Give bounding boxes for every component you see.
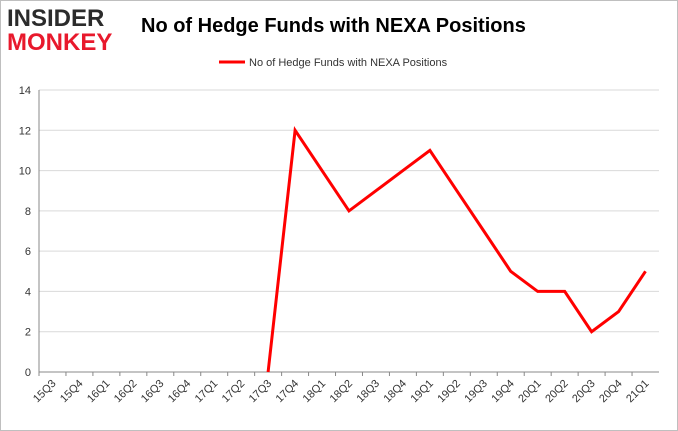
- series-group: [266, 126, 647, 373]
- x-tick-label: 18Q2: [328, 378, 356, 406]
- y-axis: 0 2 4 6 8 10 12 14: [19, 85, 40, 379]
- x-tick-label: 19Q2: [435, 378, 463, 406]
- x-tick-label: 16Q3: [139, 378, 167, 406]
- legend-label: No of Hedge Funds with NEXA Positions: [249, 57, 448, 69]
- y-tick-label: 0: [25, 367, 31, 379]
- x-tick-label: 20Q1: [516, 378, 544, 406]
- x-tick-label: 17Q3: [247, 378, 275, 406]
- x-tick-label: 17Q2: [220, 378, 248, 406]
- x-tick-label: 19Q1: [408, 378, 436, 406]
- logo-line-monkey: MONKEY: [7, 29, 113, 56]
- gridlines: [39, 89, 659, 373]
- x-tick-label: 20Q3: [570, 378, 598, 406]
- x-tick-label: 17Q4: [274, 378, 302, 406]
- x-tick-label: 16Q4: [166, 378, 194, 406]
- x-tick-label: 20Q2: [543, 378, 571, 406]
- y-tick-label: 8: [25, 206, 31, 218]
- y-tick-label: 2: [25, 327, 31, 339]
- y-tick-label: 10: [19, 166, 31, 178]
- x-tick-label: 19Q4: [489, 378, 517, 406]
- chart-title: No of Hedge Funds with NEXA Positions: [141, 15, 526, 37]
- x-tick-label: 16Q1: [85, 378, 113, 406]
- x-tick-label: 21Q1: [624, 378, 652, 406]
- x-tick-label: 15Q4: [58, 378, 86, 406]
- y-tick-label: 4: [25, 286, 31, 298]
- x-tick-label: 18Q4: [382, 378, 410, 406]
- x-tick-label: 19Q3: [462, 378, 490, 406]
- x-tick-label: 16Q2: [112, 378, 140, 406]
- x-tick-label: 18Q1: [301, 378, 329, 406]
- y-tick-label: 14: [19, 85, 31, 97]
- x-tick-label: 15Q3: [31, 378, 59, 406]
- legend: No of Hedge Funds with NEXA Positions: [219, 57, 448, 69]
- logo-line-insider: INSIDER: [7, 5, 105, 32]
- y-tick-label: 12: [19, 125, 31, 137]
- x-tick-label: 17Q1: [193, 378, 221, 406]
- x-axis: 15Q3 15Q4 16Q1 16Q2 16Q3 16Q4 17Q1 17Q2 17Q3 17Q4…: [31, 372, 652, 405]
- x-tick-label: 18Q3: [355, 378, 383, 406]
- insider-monkey-logo: INSIDER MONKEY: [7, 7, 131, 55]
- x-tick-label: 20Q4: [597, 378, 625, 406]
- y-tick-label: 6: [25, 246, 31, 258]
